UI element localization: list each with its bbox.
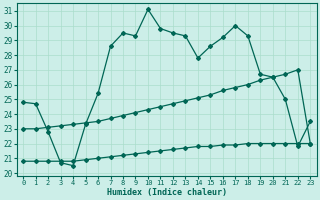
X-axis label: Humidex (Indice chaleur): Humidex (Indice chaleur) <box>107 188 227 197</box>
